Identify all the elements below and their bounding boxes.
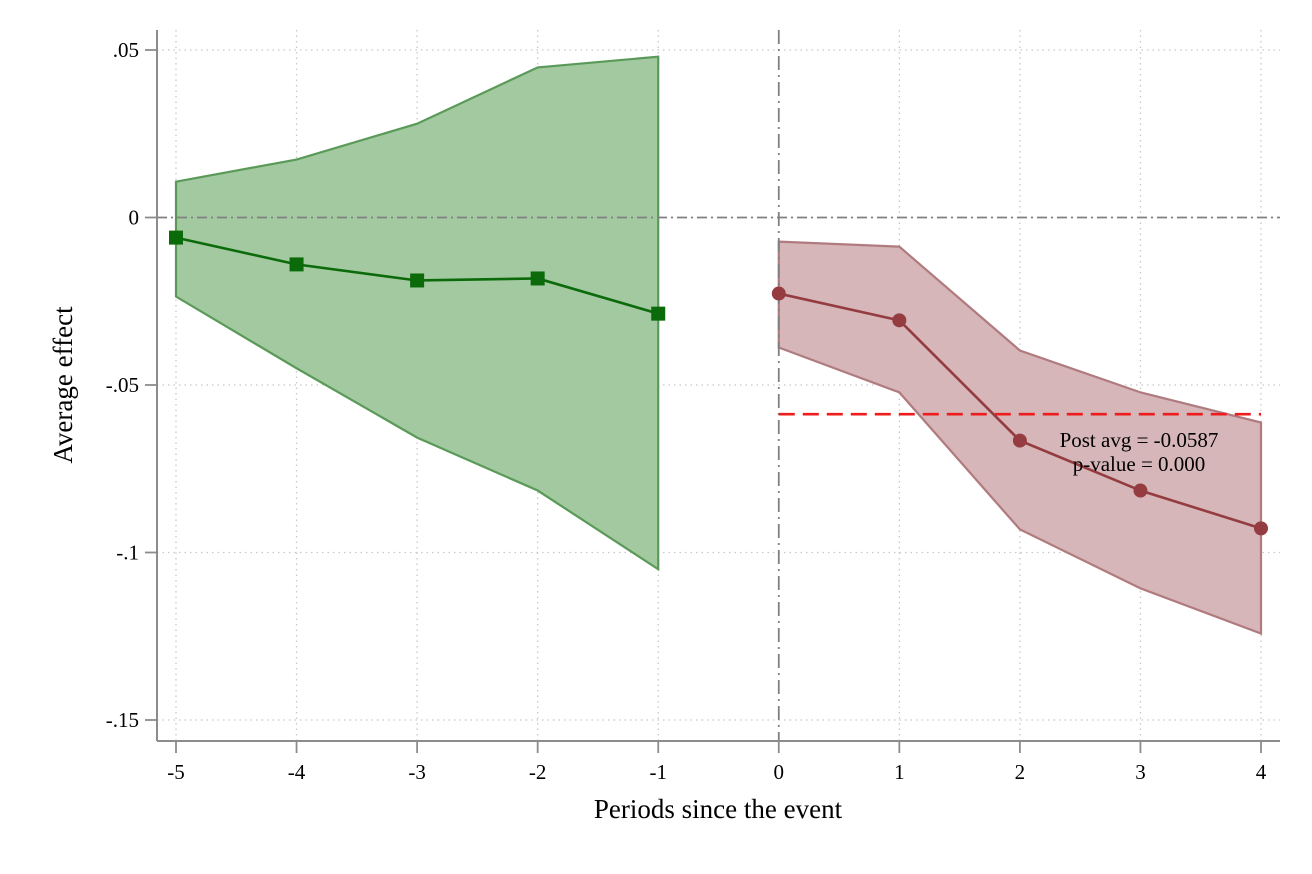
x-tick-label: 0 [774,760,785,784]
ci-band-pre [174,55,660,572]
annotation-p-value: p-value = 0.000 [1073,452,1206,476]
data-point-post [1012,433,1027,448]
data-point-pre [169,230,183,245]
x-tick-label: 4 [1256,760,1267,784]
x-tick-label: -4 [288,760,306,784]
confidence-bands [174,55,1263,636]
data-point-pre [530,271,545,286]
axes [145,30,1280,753]
data-point-pre [651,306,666,321]
tick-labels: .05 0 -.05 -.1 -.15 -5 -4 -3 -2 -1 0 1 2 3 4 [106,38,1267,784]
y-tick-label: -.05 [106,373,139,397]
x-tick-label: 3 [1135,760,1146,784]
y-tick-label: .05 [113,38,139,62]
data-point-post [771,286,786,301]
series-markers [169,230,1268,536]
x-tick-label: -2 [529,760,547,784]
x-tick-label: -5 [167,760,185,784]
x-axis-label: Periods since the event [594,794,843,824]
data-point-post [892,313,907,328]
x-tick-label: 2 [1015,760,1026,784]
x-tick-label: 1 [894,760,905,784]
data-point-post [1254,521,1268,536]
annotation-post-avg: Post avg = -0.0587 [1060,428,1219,452]
data-point-post [1133,483,1148,498]
y-tick-label: -.1 [116,541,139,565]
reference-lines [157,30,1280,741]
y-tick-label: 0 [129,206,140,230]
x-tick-label: -1 [649,760,667,784]
data-point-pre [410,273,425,288]
x-tick-label: -3 [408,760,426,784]
data-point-pre [289,257,304,272]
y-tick-label: -.15 [106,708,139,732]
y-axis-label: Average effect [48,306,78,464]
